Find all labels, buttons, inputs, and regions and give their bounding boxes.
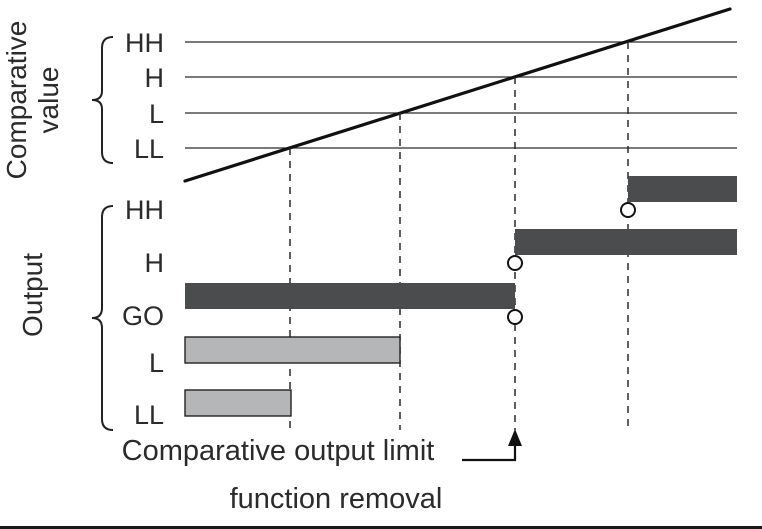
comparative-label-hh: HH xyxy=(125,28,164,58)
comparative-label-l: L xyxy=(149,99,164,129)
transition-marker-h xyxy=(507,255,523,271)
output-bar-go xyxy=(185,283,515,309)
output-bar-h xyxy=(515,229,737,255)
bottom-border-rule xyxy=(0,526,762,529)
comparative-label-h: H xyxy=(145,63,165,93)
output-bar-hh xyxy=(628,176,737,202)
transition-marker-hh xyxy=(620,202,636,218)
input-signal-line xyxy=(183,7,732,183)
annotation-text-line1: Comparative output limit xyxy=(122,435,435,467)
comparative-label-ll: LL xyxy=(134,134,164,164)
output-axis-label: Output xyxy=(17,253,48,337)
output-bar-ll xyxy=(184,389,292,417)
transition-marker-go xyxy=(507,309,523,325)
output-label-go: GO xyxy=(122,301,164,331)
output-label-ll: LL xyxy=(134,400,164,430)
comparative-group-brace xyxy=(91,36,114,164)
output-group-brace xyxy=(91,205,114,431)
annotation-arrow xyxy=(462,443,517,462)
comparative-value-axis-label-line2: value xyxy=(33,67,64,134)
output-label-l: L xyxy=(149,348,164,378)
output-bar-l xyxy=(184,336,401,364)
annotation-text-line2: function removal xyxy=(230,483,443,515)
output-label-hh: HH xyxy=(125,195,164,225)
annotation-arrowhead xyxy=(508,429,522,446)
output-label-h: H xyxy=(145,248,165,278)
comparative-value-axis-label-line1: Comparative xyxy=(1,21,32,180)
